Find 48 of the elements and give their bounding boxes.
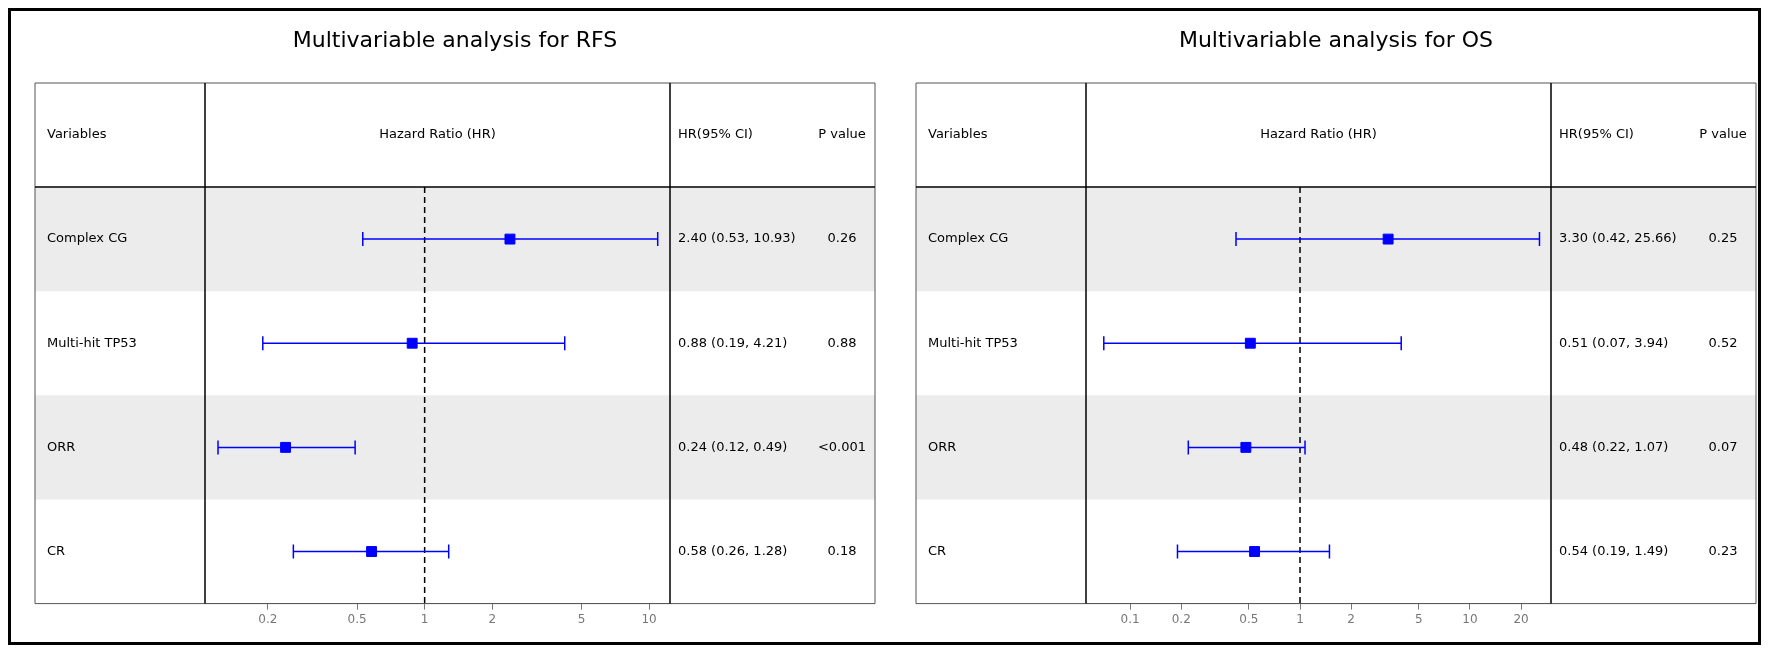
x-tick-label: 10 — [1462, 611, 1478, 626]
y-axis-title: Variables — [47, 126, 107, 142]
text: HR(95% CI) — [1559, 126, 1634, 142]
text: HR(95% CI) — [678, 126, 753, 142]
y-tick-label: ORR — [928, 438, 957, 454]
x-tick-label: 5 — [1414, 611, 1423, 626]
text: 2.40 (0.53, 10.93) — [678, 230, 796, 246]
y-tick-label: ORR — [47, 438, 76, 454]
x-tick-label: 0.2 — [258, 611, 278, 626]
x-tick-label: 10 — [641, 611, 657, 626]
text: 0.88 (0.19, 4.21) — [678, 334, 788, 350]
text: 0.25 — [1708, 230, 1738, 246]
x-tick-label: 2 — [1347, 611, 1355, 626]
x-tick-label: 0.2 — [1171, 611, 1191, 626]
x-tick-label: 0.1 — [1120, 611, 1140, 626]
chart-title: Multivariable analysis for RFS — [292, 26, 618, 52]
text: 0.51 (0.07, 3.94) — [1559, 334, 1669, 350]
x-tick-label: 20 — [1513, 611, 1529, 626]
text: 0.24 (0.12, 0.49) — [678, 438, 788, 454]
text: <0.001 — [817, 438, 867, 454]
text: 0.54 (0.19, 1.49) — [1559, 542, 1669, 558]
text: 0.48 (0.22, 1.07) — [1559, 438, 1669, 454]
x-tick-label: 1 — [420, 611, 429, 626]
y-tick-label: CR — [928, 542, 947, 558]
text: 0.07 — [1708, 438, 1738, 454]
y-tick-label: Complex CG — [47, 230, 128, 246]
text: P value — [818, 126, 866, 142]
y-tick-label: Multi-hit TP53 — [47, 334, 137, 350]
x-tick-label: 0.5 — [1239, 611, 1259, 626]
y-tick-label: Complex CG — [928, 230, 1009, 246]
y-tick-label: Multi-hit TP53 — [928, 334, 1018, 350]
text: 0.18 — [827, 542, 857, 558]
chart-title: Multivariable analysis for OS — [1178, 26, 1494, 52]
text: 0.26 — [827, 230, 857, 246]
text: P value — [1699, 126, 1747, 142]
text: 0.23 — [1708, 542, 1738, 558]
text: 0.52 — [1708, 334, 1738, 350]
x-tick-label: 2 — [488, 611, 497, 626]
y-axis-title: Variables — [928, 126, 988, 142]
text: 0.88 — [827, 334, 857, 350]
y-tick-label: CR — [47, 542, 66, 558]
x-tick-label: 1 — [1296, 611, 1304, 626]
x-axis-title: Hazard Ratio (HR) — [379, 126, 496, 142]
x-axis-title: Hazard Ratio (HR) — [1260, 126, 1377, 142]
x-tick-label: 5 — [577, 611, 586, 626]
text: 0.58 (0.26, 1.28) — [678, 542, 788, 558]
text: 3.30 (0.42, 25.66) — [1559, 230, 1677, 246]
x-tick-label: 0.5 — [347, 611, 367, 626]
